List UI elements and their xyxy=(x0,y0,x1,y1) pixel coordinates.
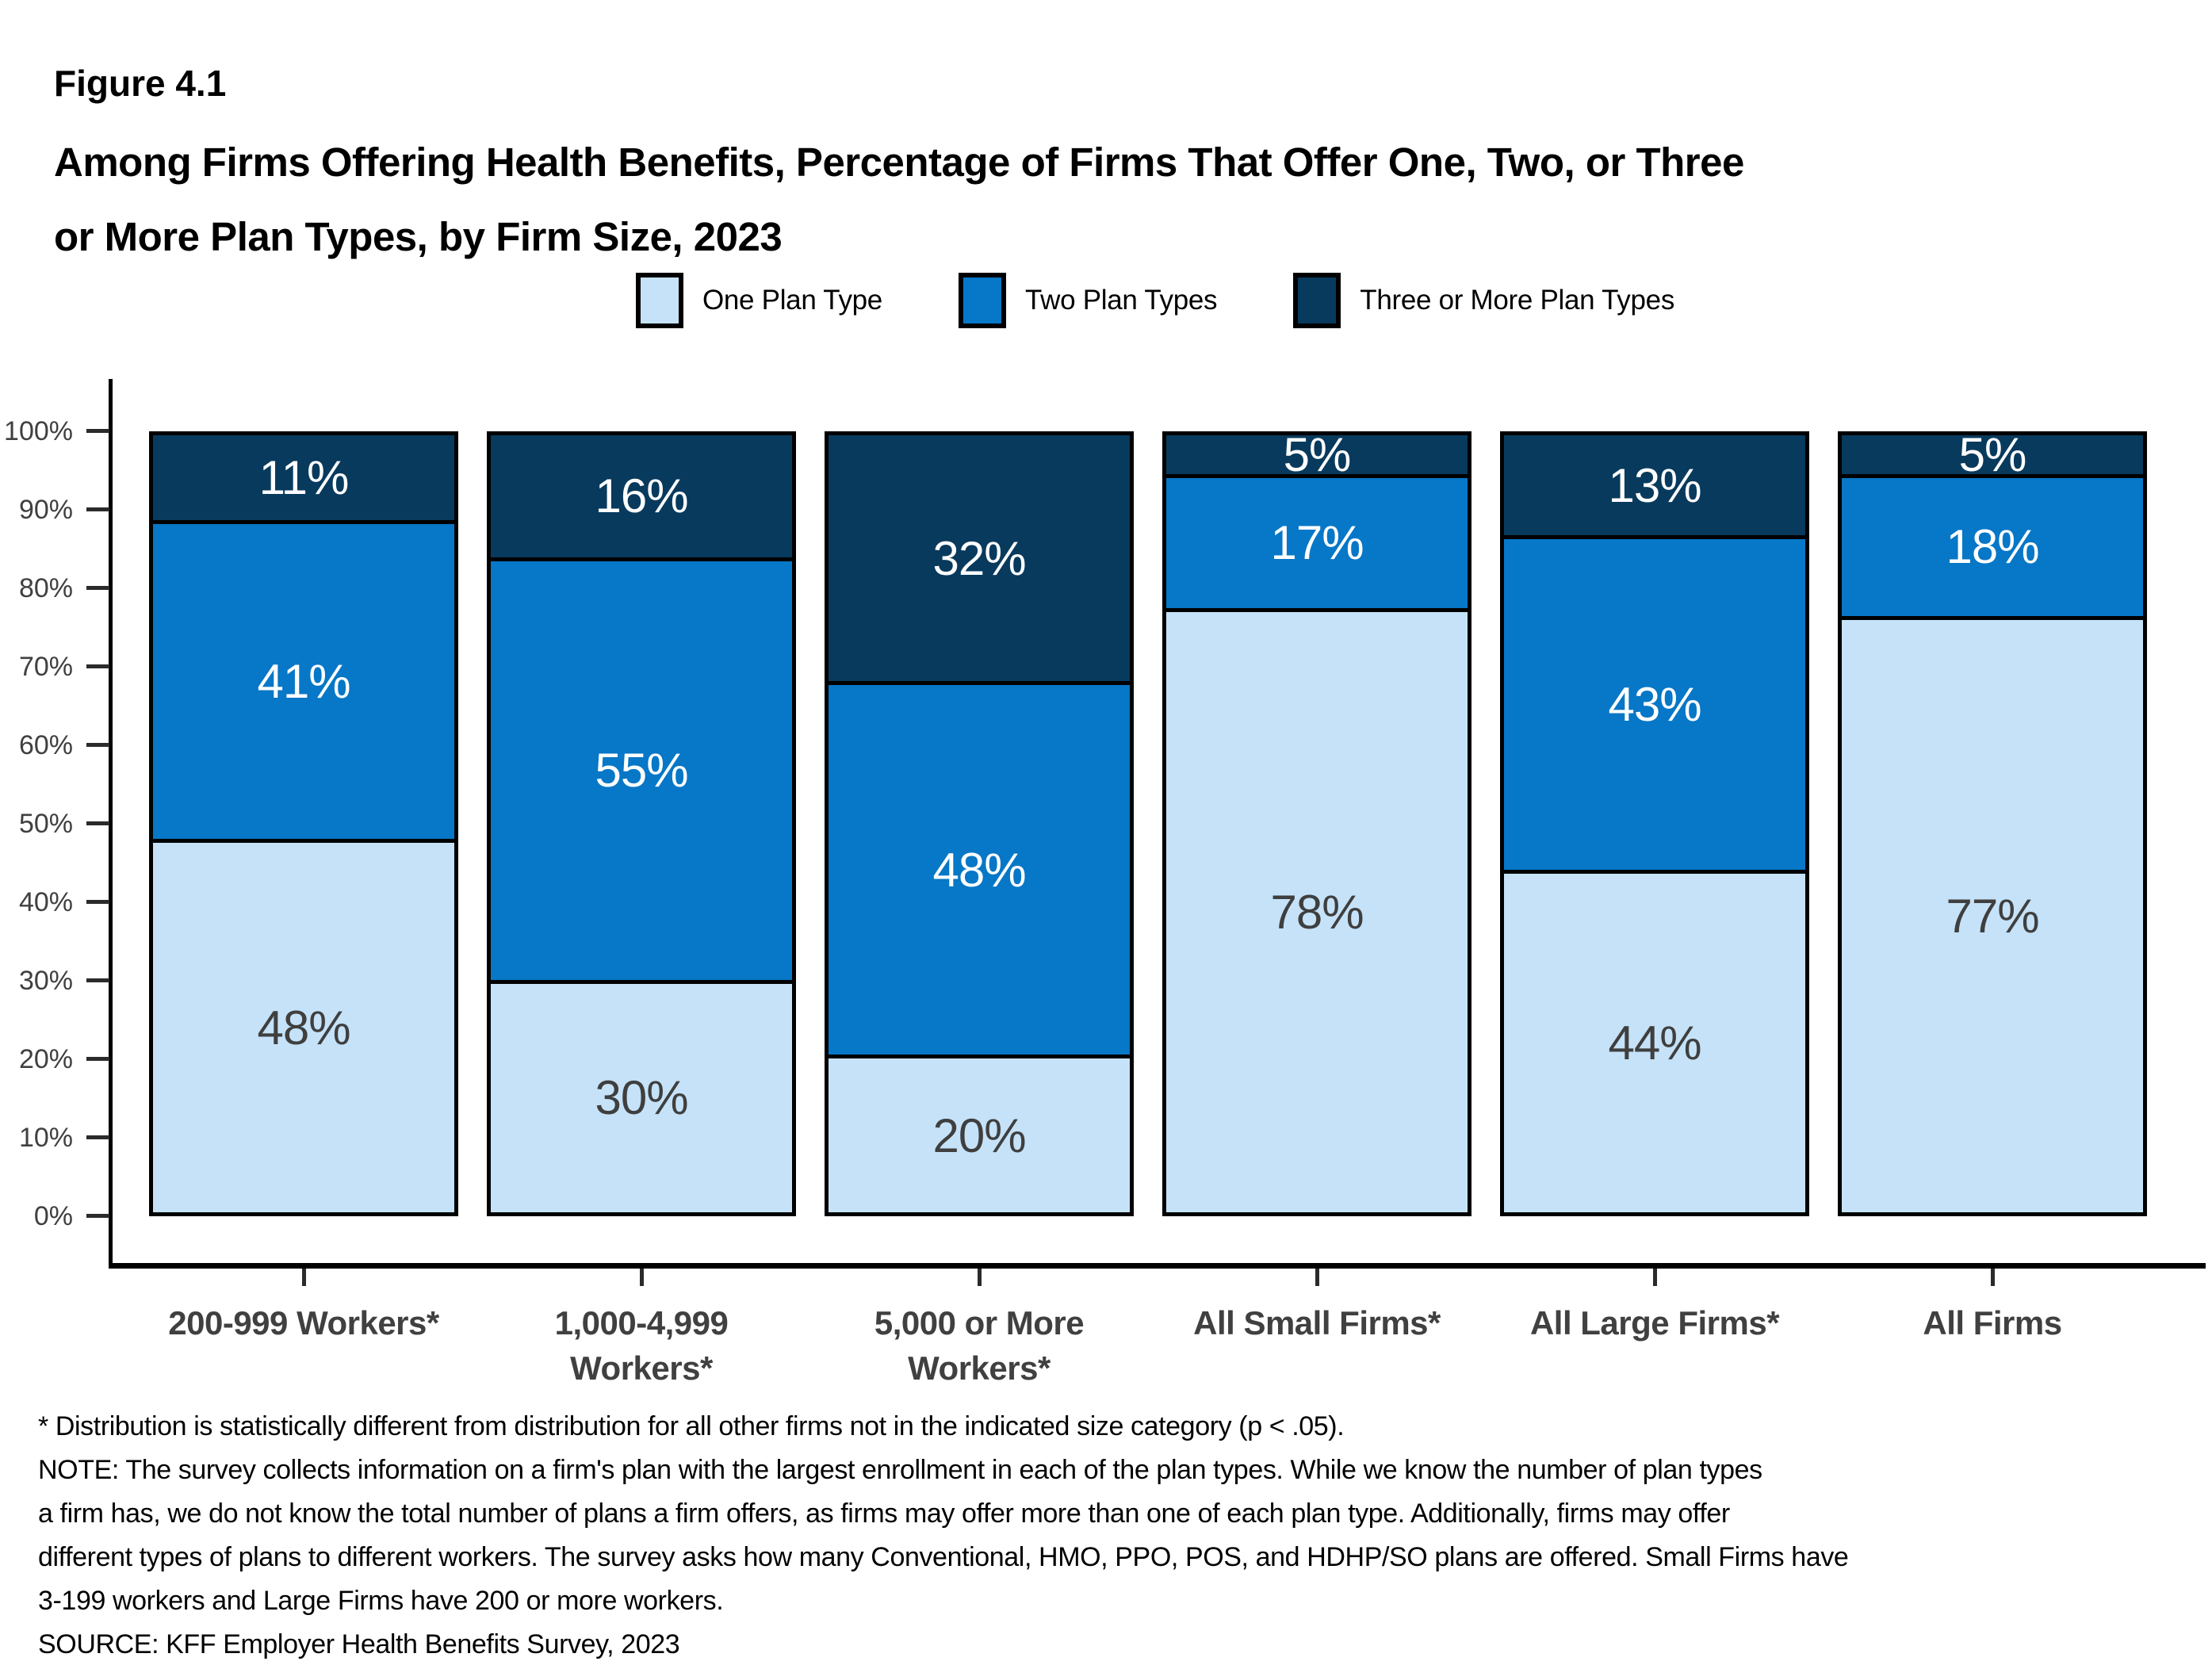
y-axis-tick xyxy=(86,743,109,747)
bar-value-label: 44% xyxy=(1608,1016,1701,1070)
bar-segment-two-plan-types: 17% xyxy=(1166,473,1468,609)
x-axis-tick xyxy=(1653,1269,1657,1286)
y-axis-tick xyxy=(86,821,109,825)
bar-value-label: 30% xyxy=(595,1071,688,1125)
y-axis-tick-label: 10% xyxy=(18,1123,73,1153)
bar-segment-three-or-more-plan-types: 5% xyxy=(1842,428,2143,481)
bar-segment-two-plan-types: 18% xyxy=(1842,473,2143,617)
bar-segment-three-or-more-plan-types: 5% xyxy=(1166,428,1468,481)
footnote-line: SOURCE: KFF Employer Health Benefits Sur… xyxy=(38,1629,680,1659)
bar-value-label: 5% xyxy=(1958,427,2027,481)
x-axis-category-label: All Firms xyxy=(1923,1304,2062,1342)
bar-value-label: 18% xyxy=(1946,520,2039,574)
y-axis-tick-label: 80% xyxy=(18,573,73,603)
bar-segment-three-or-more-plan-types: 32% xyxy=(829,435,1130,682)
y-axis-tick xyxy=(86,429,109,433)
legend-item-three-or-more-plan-types: Three or More Plan Types xyxy=(1293,273,1674,328)
footnote-line: different types of plans to different wo… xyxy=(38,1542,1849,1572)
bar-value-label: 5% xyxy=(1283,427,1352,481)
legend-item-one-plan-type: One Plan Type xyxy=(635,273,882,328)
bar-200-999-workers: 11% 41% 48% xyxy=(149,431,458,1216)
y-axis-tick-label: 90% xyxy=(18,495,73,525)
bar-segment-two-plan-types: 48% xyxy=(829,681,1130,1054)
stacked-bar-chart: 0% 10% 20% 30% 40% 50% 60% 70% 80% 90% 100% 11% 41% 4… xyxy=(4,379,2206,1387)
bar-segment-two-plan-types: 55% xyxy=(491,557,792,980)
y-axis-tick-label: 60% xyxy=(18,730,73,760)
bar-value-label: 16% xyxy=(595,469,688,523)
bar-all-large-firms: 13% 43% 44% xyxy=(1500,431,1809,1216)
bar-segment-one-plan-type: 48% xyxy=(153,839,454,1212)
x-axis-category-label: All Small Firms* xyxy=(1193,1304,1441,1342)
footnote-line: NOTE: The survey collects information on… xyxy=(38,1455,1762,1485)
legend-label: One Plan Type xyxy=(702,285,882,316)
legend-label: Three or More Plan Types xyxy=(1360,285,1675,316)
bar-value-label: 48% xyxy=(257,1001,350,1054)
y-axis-tick xyxy=(86,1214,109,1218)
bar-segment-one-plan-type: 78% xyxy=(1166,608,1468,1212)
bar-value-label: 32% xyxy=(932,531,1026,585)
bar-segment-one-plan-type: 44% xyxy=(1504,870,1805,1212)
y-axis-tick xyxy=(86,978,109,982)
legend-swatch-icon xyxy=(635,273,683,328)
bar-value-label: 43% xyxy=(1608,678,1701,732)
bar-5-000-or-more-workers: 32% 48% 20% xyxy=(825,431,1134,1216)
y-axis-tick-label: 50% xyxy=(18,809,73,839)
bar-value-label: 55% xyxy=(595,744,688,798)
x-axis-tick xyxy=(1991,1269,1995,1286)
x-axis-tick xyxy=(302,1269,306,1286)
y-axis-tick-label: 20% xyxy=(18,1044,73,1074)
bar-segment-three-or-more-plan-types: 16% xyxy=(491,435,792,557)
figure-title: Among Firms Offering Health Benefits, Pe… xyxy=(54,140,1744,259)
x-axis-tick xyxy=(640,1269,644,1286)
y-axis-tick-label: 30% xyxy=(18,966,73,996)
legend-swatch-icon xyxy=(1293,273,1341,328)
chart-legend: One Plan Type Two Plan Types Three or More… xyxy=(109,273,2202,328)
y-axis-tick xyxy=(86,664,109,668)
legend-label: Two Plan Types xyxy=(1024,285,1218,316)
bars-zone: 11% 41% 48% 16% 55% 30% 32% 48% 20% 5% 17% 78% 13% 43… xyxy=(113,428,2206,1216)
bar-all-small-firms: 5% 17% 78% xyxy=(1162,428,1471,1216)
x-axis-category-label: 200-999 Workers* xyxy=(168,1304,439,1342)
bar-value-label: 78% xyxy=(1270,886,1364,940)
bar-segment-three-or-more-plan-types: 13% xyxy=(1504,435,1805,536)
bar-segment-one-plan-type: 20% xyxy=(829,1054,1130,1212)
bar-value-label: 17% xyxy=(1270,516,1364,570)
bar-all-firms: 5% 18% 77% xyxy=(1838,428,2147,1216)
x-axis-category-label: 5,000 or More Workers* xyxy=(874,1304,1085,1387)
bar-segment-one-plan-type: 30% xyxy=(491,979,792,1212)
bar-segment-three-or-more-plan-types: 11% xyxy=(153,435,454,520)
bar-value-label: 11% xyxy=(258,450,350,504)
bar-value-label: 20% xyxy=(932,1108,1026,1162)
x-axis-category-label: All Large Firms* xyxy=(1529,1304,1780,1342)
bar-value-label: 13% xyxy=(1608,458,1701,512)
y-axis-tick-label: 40% xyxy=(18,887,73,917)
legend-swatch-icon xyxy=(958,273,1006,328)
x-axis-tick xyxy=(978,1269,982,1286)
y-axis-tick xyxy=(86,1135,109,1139)
footnote-line: a firm has, we do not know the total num… xyxy=(38,1498,1730,1529)
figure-label: Figure 4.1 xyxy=(54,63,227,104)
y-axis-tick-label: 100% xyxy=(4,416,73,446)
bar-value-label: 77% xyxy=(1946,890,2039,944)
y-axis-tick xyxy=(86,507,109,511)
bar-1-000-4-999-workers: 16% 55% 30% xyxy=(487,431,796,1216)
y-axis-tick-label: 0% xyxy=(33,1201,73,1231)
bar-segment-one-plan-type: 77% xyxy=(1842,616,2143,1212)
x-axis-tick xyxy=(1315,1269,1319,1286)
x-axis-category-label: 1,000-4,999 Workers* xyxy=(554,1304,729,1387)
y-axis-tick-label: 70% xyxy=(18,652,73,682)
legend-item-two-plan-types: Two Plan Types xyxy=(958,273,1218,328)
bar-segment-two-plan-types: 41% xyxy=(153,519,454,840)
footnote-line: 3-199 workers and Large Firms have 200 o… xyxy=(38,1586,724,1616)
y-axis-tick xyxy=(86,586,109,590)
bar-value-label: 41% xyxy=(257,655,350,709)
y-axis-tick xyxy=(86,1057,109,1061)
bar-segment-two-plan-types: 43% xyxy=(1504,535,1805,871)
y-axis-tick xyxy=(86,900,109,904)
footnote-line: * Distribution is statistically differen… xyxy=(38,1411,1345,1441)
footnotes: * Distribution is statistically differen… xyxy=(38,1405,2179,1665)
bar-value-label: 48% xyxy=(932,843,1026,897)
